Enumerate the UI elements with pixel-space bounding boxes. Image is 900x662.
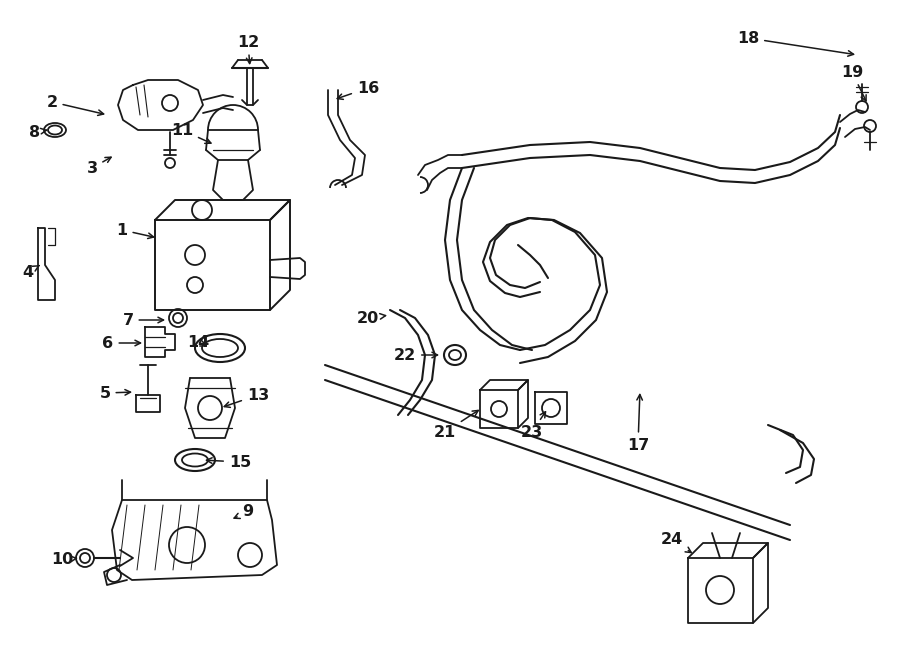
Text: 7: 7: [122, 312, 164, 328]
Text: 6: 6: [103, 336, 140, 350]
Text: 15: 15: [206, 455, 251, 469]
Text: 4: 4: [22, 265, 39, 279]
Text: 3: 3: [86, 157, 111, 175]
Text: 16: 16: [338, 81, 379, 99]
Text: 24: 24: [661, 532, 691, 553]
Text: 19: 19: [841, 64, 866, 101]
Text: 20: 20: [357, 310, 385, 326]
Text: 21: 21: [434, 410, 478, 440]
Text: 14: 14: [187, 334, 209, 350]
Text: 22: 22: [394, 348, 437, 363]
Text: 9: 9: [234, 504, 254, 520]
Text: 17: 17: [627, 395, 649, 453]
Text: 12: 12: [237, 34, 259, 64]
Text: 23: 23: [521, 412, 545, 440]
Text: 11: 11: [171, 122, 211, 144]
Text: 13: 13: [224, 387, 269, 407]
Text: 1: 1: [116, 222, 154, 238]
Text: 5: 5: [99, 385, 130, 401]
Text: 8: 8: [30, 124, 47, 140]
Text: 18: 18: [737, 30, 853, 56]
Text: 10: 10: [51, 553, 76, 567]
Text: 2: 2: [47, 95, 104, 115]
